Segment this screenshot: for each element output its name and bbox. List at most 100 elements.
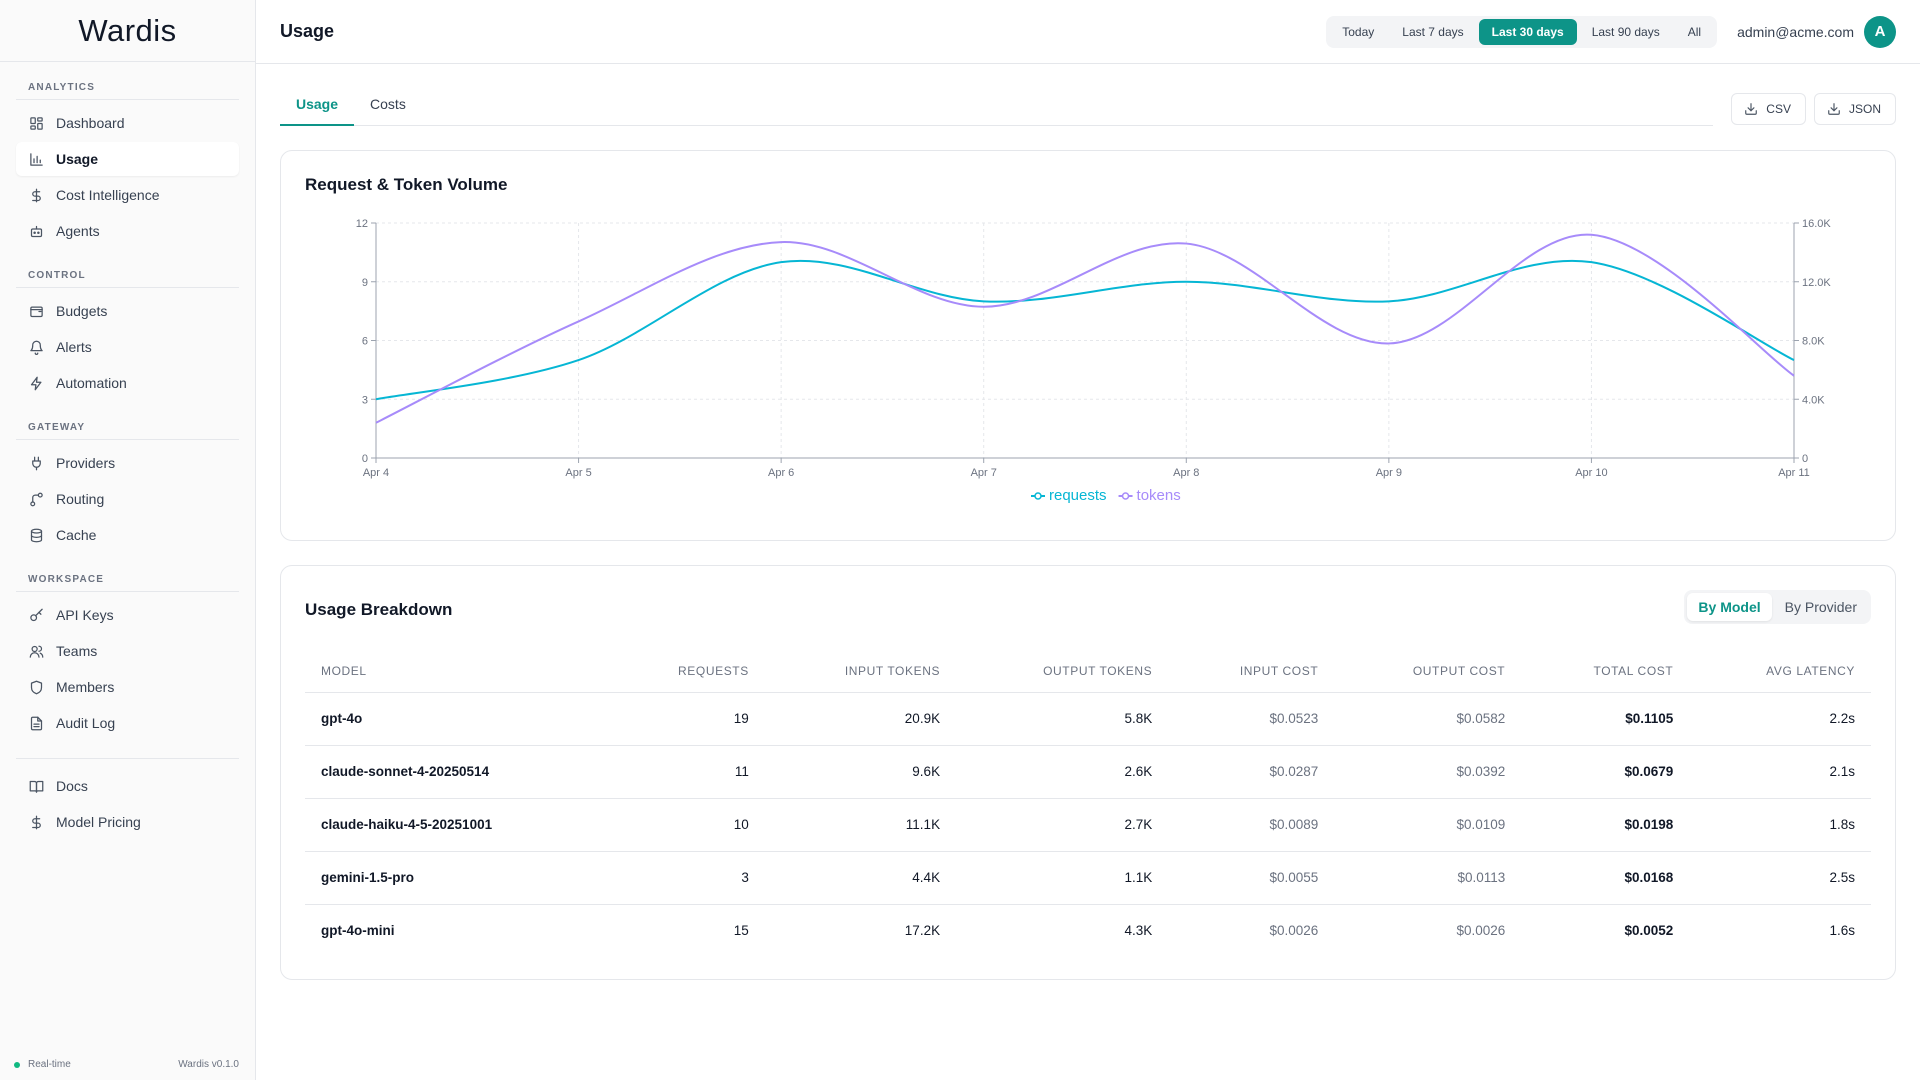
table-header-row: MODEL REQUESTS INPUT TOKENS OUTPUT TOKENS IN… [305, 651, 1871, 693]
table-cell: $0.0168 [1521, 851, 1690, 905]
y-tick-label-left: 0 [362, 453, 368, 465]
dollar-icon [28, 187, 44, 203]
range-today-button[interactable]: Today [1342, 24, 1375, 39]
sidebar-item-label: Model Pricing [56, 814, 141, 830]
table-cell: $0.0582 [1334, 692, 1522, 746]
x-tick-label: Apr 8 [1173, 467, 1199, 479]
brand-logo[interactable]: Wardis [0, 0, 255, 62]
sidebar-item-teams[interactable]: Teams [16, 634, 239, 668]
sidebar-item-model-pricing[interactable]: Model Pricing [16, 805, 239, 839]
sidebar-item-docs[interactable]: Docs [16, 769, 239, 803]
sidebar-item-providers[interactable]: Providers [16, 446, 239, 480]
sidebar-item-label: Docs [56, 778, 88, 794]
table-cell: 3 [610, 851, 765, 905]
table-cell: $0.0679 [1521, 745, 1690, 799]
sidebar-item-label: Usage [56, 151, 99, 167]
app-version: Wardis v0.1.0 [178, 1059, 239, 1070]
column-header[interactable]: TOTAL COST [1521, 651, 1690, 693]
sidebar-item-label: Automation [56, 375, 127, 391]
key-icon [28, 607, 44, 623]
table-row[interactable]: gpt-4o-mini 15 17.2K 4.3K $0.0026 $0.0026 $0.0… [305, 904, 1871, 957]
table-cell: 1.6s [1829, 923, 1855, 939]
column-header[interactable]: AVG LATENCY [1689, 651, 1871, 693]
tabs-row: Usage Costs CSV JSON [280, 64, 1896, 126]
status-dot-icon [14, 1061, 20, 1068]
sidebar-item-budgets[interactable]: Budgets [16, 294, 239, 328]
file-icon [28, 715, 44, 731]
tab-usage[interactable]: Usage [280, 96, 355, 126]
main-content: Usage Costs CSV JSON Request & Token Vol… [280, 64, 1896, 980]
sidebar-item-cost-intelligence[interactable]: Cost Intelligence [16, 178, 239, 212]
sidebar-item-members[interactable]: Members [16, 670, 239, 704]
table-body: gpt-4o 19 20.9K 5.8K $0.0523 $0.0582 $0.1105 2.… [305, 692, 1871, 957]
nav-section-analytics: ANALYTICS Dashboard Usage Cost Intelligence… [0, 62, 255, 248]
nav-section-title: CONTROL [16, 250, 239, 288]
y-tick-label-left: 6 [362, 336, 368, 348]
users-icon [28, 643, 44, 659]
sidebar-item-agents[interactable]: Agents [16, 214, 239, 248]
column-header[interactable]: INPUT COST [1168, 651, 1335, 693]
sidebar-item-audit-log[interactable]: Audit Log [16, 706, 239, 740]
avatar[interactable]: A [1864, 15, 1896, 48]
column-header[interactable]: OUTPUT TOKENS [956, 651, 1169, 693]
x-tick-label: Apr 4 [363, 467, 389, 479]
table-row[interactable]: gemini-1.5-pro 3 4.4K 1.1K $0.0055 $0.0113 $0.… [305, 851, 1871, 905]
sidebar-item-label: Alerts [56, 339, 92, 355]
sidebar-item-label: Budgets [56, 303, 108, 319]
table-cell: 1.1K [956, 851, 1169, 905]
legend-label-requests: requests [1049, 487, 1107, 504]
zap-icon [28, 375, 44, 391]
sidebar-item-label: Routing [56, 491, 105, 507]
table-cell: $0.0198 [1521, 798, 1690, 852]
nav-section-title: ANALYTICS [16, 62, 239, 100]
sidebar-item-alerts[interactable]: Alerts [16, 330, 239, 364]
range-7d-button[interactable]: Last 7 days [1402, 24, 1464, 39]
bar-chart-icon [28, 151, 44, 167]
sidebar-nav: ANALYTICS Dashboard Usage Cost Intelligence… [0, 62, 255, 839]
y-tick-label-right: 8.0K [1802, 336, 1825, 348]
table-cell: $0.0392 [1334, 745, 1522, 799]
sidebar-item-usage[interactable]: Usage [16, 142, 239, 176]
table-row[interactable]: gpt-4o 19 20.9K 5.8K $0.0523 $0.0582 $0.1105 2.… [305, 692, 1871, 746]
sidebar-item-api-keys[interactable]: API Keys [16, 598, 239, 632]
x-tick-label: Apr 5 [565, 467, 591, 479]
y-tick-label-right: 4.0K [1802, 394, 1825, 406]
table-cell: gpt-4o-mini [321, 923, 395, 939]
range-90d-button[interactable]: Last 90 days [1591, 24, 1660, 39]
sidebar-item-routing[interactable]: Routing [16, 482, 239, 516]
y-tick-label-left: 3 [362, 394, 368, 406]
table-cell: 17.2K [904, 923, 941, 939]
volume-chart-card: Request & Token Volume 0 3 6 9 12 0 4.0K 8.0K 12… [280, 150, 1896, 541]
sidebar-item-cache[interactable]: Cache [16, 518, 239, 552]
column-header[interactable]: REQUESTS [610, 651, 765, 693]
range-all-button[interactable]: All [1687, 24, 1702, 39]
realtime-label: Real-time [28, 1059, 71, 1070]
by-model-button[interactable]: By Model [1687, 593, 1772, 621]
export-json-label: JSON [1848, 102, 1881, 116]
export-json-button[interactable]: JSON [1813, 93, 1896, 125]
table-cell: 11.1K [764, 798, 957, 852]
column-header[interactable]: OUTPUT COST [1334, 651, 1522, 693]
download-icon [1828, 103, 1840, 115]
column-header[interactable]: MODEL [305, 651, 611, 693]
tab-costs[interactable]: Costs [370, 96, 406, 112]
table-row[interactable]: claude-haiku-4-5-20251001 10 11.1K 2.7K $0.0… [305, 798, 1871, 852]
wallet-icon [28, 303, 44, 319]
sidebar-item-automation[interactable]: Automation [16, 366, 239, 400]
sidebar-item-dashboard[interactable]: Dashboard [16, 106, 239, 140]
table-cell: 4.3K [1124, 923, 1153, 939]
table-cell: $0.0113 [1334, 851, 1522, 905]
table-cell: 19 [610, 692, 765, 746]
nav-section-title: GATEWAY [16, 402, 239, 440]
table-row[interactable]: claude-sonnet-4-20250514 11 9.6K 2.6K $0.028… [305, 745, 1871, 799]
table-cell: claude-sonnet-4-20250514 [305, 745, 611, 799]
sidebar-item-label: API Keys [56, 607, 114, 623]
download-icon [1745, 103, 1758, 115]
export-csv-button[interactable]: CSV [1731, 93, 1806, 125]
legend-label-tokens: tokens [1137, 487, 1181, 504]
sidebar: Wardis ANALYTICS Dashboard Usage Cost Intel… [0, 0, 256, 1080]
by-provider-button[interactable]: By Provider [1784, 599, 1857, 615]
user-email[interactable]: admin@acme.com [1737, 23, 1854, 40]
range-30d-button[interactable]: Last 30 days [1478, 18, 1577, 45]
column-header[interactable]: INPUT TOKENS [764, 651, 957, 693]
